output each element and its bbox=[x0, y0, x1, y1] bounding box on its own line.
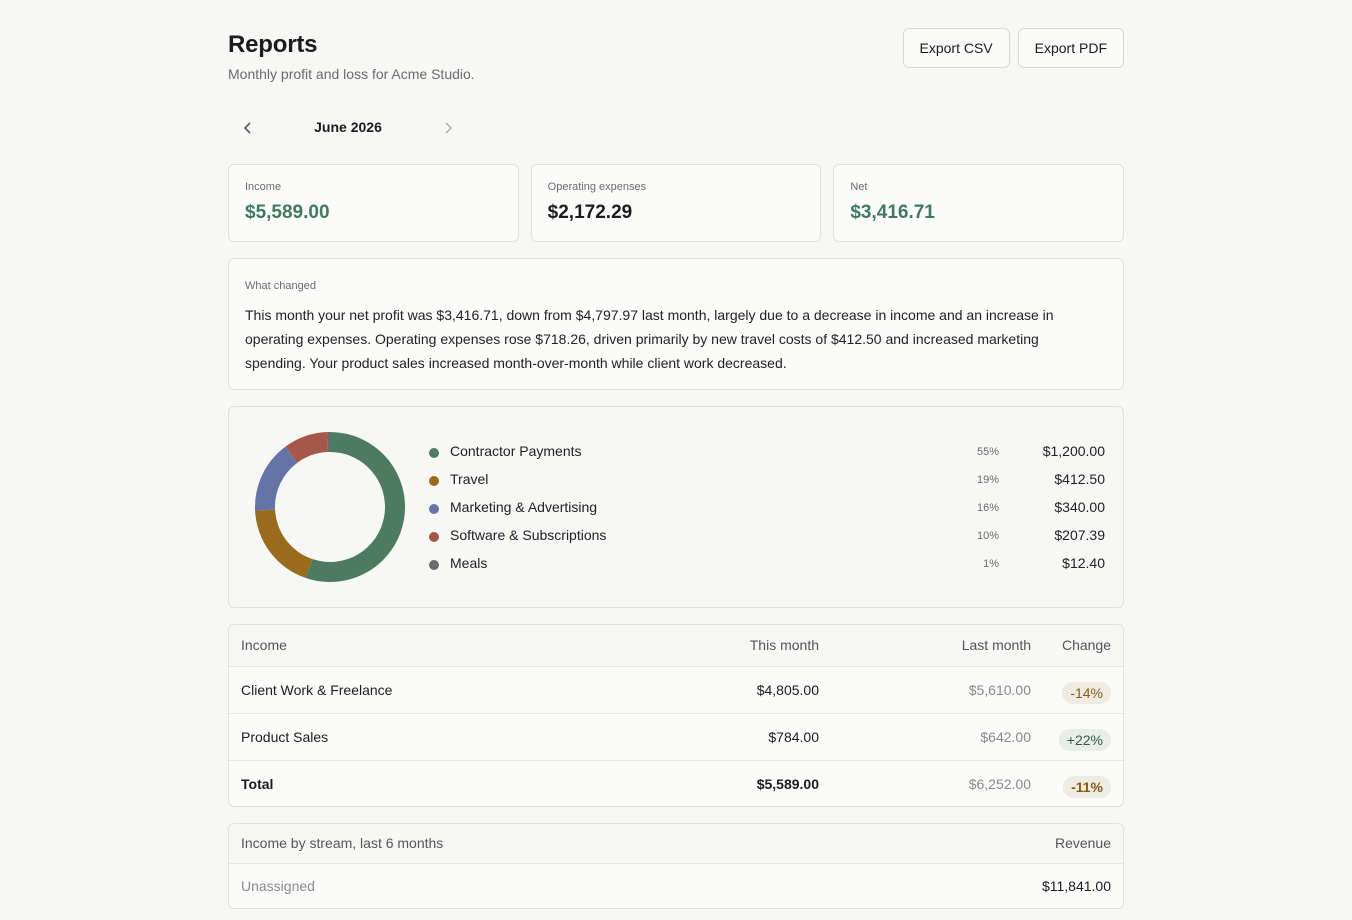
net-card: Net $3,416.71 bbox=[833, 164, 1125, 242]
chevron-left-icon[interactable] bbox=[238, 118, 258, 138]
expenses-card: Operating expenses $2,172.29 bbox=[530, 164, 822, 242]
header-change: Change bbox=[1061, 637, 1111, 653]
legend-name: Meals bbox=[450, 555, 488, 571]
legend-dot bbox=[429, 504, 439, 514]
legend-dot bbox=[429, 532, 439, 542]
total-name: Total bbox=[241, 776, 274, 792]
page-title: Reports bbox=[228, 31, 318, 58]
legend-percent: 16% bbox=[976, 502, 999, 514]
legend-name: Travel bbox=[450, 471, 489, 487]
legend-amount: $1,200.00 bbox=[1042, 443, 1105, 459]
income-table-header: Income This month Last month Change bbox=[229, 625, 1123, 666]
legend-dot bbox=[429, 448, 439, 458]
legend-name: Contractor Payments bbox=[450, 443, 582, 459]
expense-donut-chart bbox=[255, 432, 405, 582]
current-month-label: June 2026 bbox=[314, 119, 382, 135]
reports-page: Reports Monthly profit and loss for Acme… bbox=[228, 0, 1125, 909]
expense-breakdown-panel: Contractor Payments 55% $1,200.00 Travel 19%… bbox=[228, 406, 1124, 608]
what-changed-label: What changed bbox=[245, 280, 316, 292]
expense-legend: Contractor Payments 55% $1,200.00 Travel 19%… bbox=[429, 439, 1105, 579]
legend-item: Travel 19% $412.50 bbox=[429, 467, 1105, 495]
table-row: Client Work & Freelance $4,805.00 $5,610… bbox=[229, 666, 1123, 713]
row-last-month: $642.00 bbox=[980, 729, 1031, 745]
streams-header-revenue: Revenue bbox=[1054, 835, 1111, 851]
streams-header: Income by stream, last 6 months Revenue bbox=[229, 824, 1123, 864]
legend-percent: 10% bbox=[976, 530, 999, 542]
legend-item: Marketing & Advertising 16% $340.00 bbox=[429, 495, 1105, 523]
legend-item: Meals 1% $12.40 bbox=[429, 551, 1105, 579]
header-this-month: This month bbox=[749, 637, 819, 653]
row-this-month: $784.00 bbox=[768, 729, 819, 745]
list-item: Unassigned $11,841.00 bbox=[229, 864, 1123, 908]
table-row: Product Sales $784.00 $642.00 +22% bbox=[229, 713, 1123, 760]
stream-name: Unassigned bbox=[241, 878, 315, 894]
stream-value: $11,841.00 bbox=[1041, 878, 1111, 894]
legend-amount: $340.00 bbox=[1054, 499, 1105, 515]
change-badge: +22% bbox=[1058, 729, 1111, 751]
legend-item: Software & Subscriptions 10% $207.39 bbox=[429, 523, 1105, 551]
legend-item: Contractor Payments 55% $1,200.00 bbox=[429, 439, 1105, 467]
legend-name: Marketing & Advertising bbox=[450, 499, 598, 515]
legend-amount: $12.40 bbox=[1062, 555, 1105, 571]
row-name: Client Work & Freelance bbox=[241, 682, 393, 698]
summary-cards: Income $5,589.00 Operating expenses $2,1… bbox=[228, 164, 1125, 242]
change-badge: -11% bbox=[1063, 776, 1111, 798]
page-header: Reports Monthly profit and loss for Acme… bbox=[228, 0, 1124, 100]
income-card-value: $5,589.00 bbox=[245, 202, 330, 223]
row-this-month: $4,805.00 bbox=[756, 682, 819, 698]
income-streams-table: Income by stream, last 6 months Revenue … bbox=[228, 823, 1124, 909]
income-table: Income This month Last month Change Clie… bbox=[228, 624, 1124, 807]
net-card-label: Net bbox=[850, 181, 868, 193]
legend-percent: 19% bbox=[976, 474, 999, 486]
what-changed-text: This month your net profit was $3,416.71… bbox=[245, 307, 1054, 371]
legend-amount: $412.50 bbox=[1054, 471, 1105, 487]
month-navigator: June 2026 bbox=[228, 112, 468, 144]
row-last-month: $5,610.00 bbox=[968, 682, 1031, 698]
header-last-month: Last month bbox=[961, 637, 1031, 653]
expenses-card-label: Operating expenses bbox=[547, 181, 647, 193]
export-csv-button[interactable]: Export CSV bbox=[902, 28, 1010, 68]
page-subtitle: Monthly profit and loss for Acme Studio. bbox=[228, 66, 475, 82]
donut-slice bbox=[327, 432, 330, 453]
donut-slice bbox=[305, 432, 405, 582]
donut-slice bbox=[255, 509, 313, 578]
table-total-row: Total $5,589.00 $6,252.00 -11% bbox=[229, 760, 1123, 806]
expenses-card-value: $2,172.29 bbox=[547, 202, 633, 223]
change-badge: -14% bbox=[1062, 682, 1111, 704]
legend-amount: $207.39 bbox=[1054, 527, 1105, 543]
legend-dot bbox=[429, 560, 439, 570]
total-this-month: $5,589.00 bbox=[756, 776, 819, 792]
header-income: Income bbox=[241, 637, 287, 653]
income-card: Income $5,589.00 bbox=[228, 164, 519, 242]
net-card-value: $3,416.71 bbox=[850, 202, 935, 223]
legend-percent: 1% bbox=[983, 558, 999, 570]
streams-header-label: Income by stream, last 6 months bbox=[241, 835, 444, 851]
what-changed-panel: What changed This month your net profit … bbox=[228, 258, 1124, 390]
legend-dot bbox=[429, 476, 439, 486]
export-buttons: Export CSV Export PDF bbox=[902, 28, 1124, 68]
income-card-label: Income bbox=[245, 181, 282, 193]
donut-slice bbox=[255, 446, 298, 511]
total-last-month: $6,252.00 bbox=[968, 776, 1031, 792]
export-pdf-button[interactable]: Export PDF bbox=[1017, 28, 1124, 68]
legend-percent: 55% bbox=[976, 446, 999, 458]
chevron-right-icon[interactable] bbox=[438, 118, 458, 138]
donut-slice bbox=[285, 432, 329, 463]
row-name: Product Sales bbox=[241, 729, 329, 745]
legend-name: Software & Subscriptions bbox=[450, 527, 607, 543]
